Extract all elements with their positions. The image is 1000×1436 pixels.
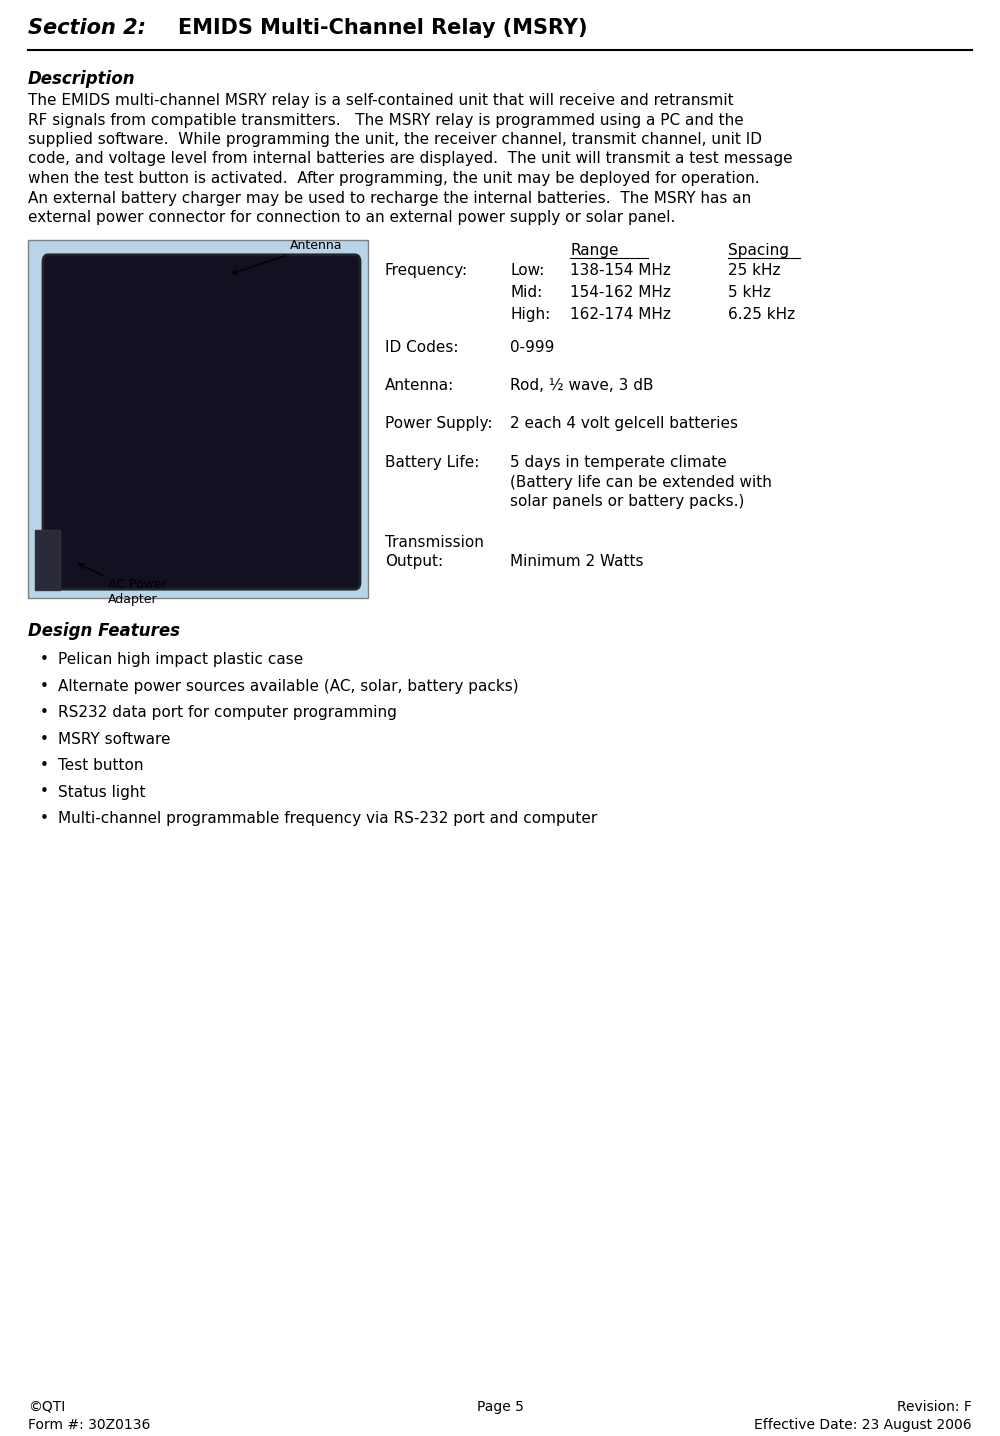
- Text: 25 kHz: 25 kHz: [728, 263, 780, 279]
- FancyBboxPatch shape: [43, 254, 360, 589]
- Text: •: •: [40, 784, 49, 800]
- Text: code, and voltage level from internal batteries are displayed.  The unit will tr: code, and voltage level from internal ba…: [28, 152, 793, 167]
- Text: Rod, ½ wave, 3 dB: Rod, ½ wave, 3 dB: [510, 378, 654, 393]
- Text: Description: Description: [28, 70, 136, 88]
- Text: Status light: Status light: [58, 784, 146, 800]
- Text: RS232 data port for computer programming: RS232 data port for computer programming: [58, 705, 397, 719]
- Text: AC Power
Adapter: AC Power Adapter: [79, 564, 167, 606]
- Text: Frequency:: Frequency:: [385, 263, 468, 279]
- Text: Antenna: Antenna: [232, 238, 342, 274]
- Text: 2 each 4 volt gelcell batteries: 2 each 4 volt gelcell batteries: [510, 416, 738, 431]
- Text: 138-154 MHz: 138-154 MHz: [570, 263, 671, 279]
- Text: •: •: [40, 758, 49, 773]
- Text: Alternate power sources available (AC, solar, battery packs): Alternate power sources available (AC, s…: [58, 678, 519, 694]
- Text: ID Codes:: ID Codes:: [385, 340, 458, 355]
- Text: 5 days in temperate climate: 5 days in temperate climate: [510, 455, 727, 470]
- Text: 154-162 MHz: 154-162 MHz: [570, 284, 671, 300]
- Text: Multi-channel programmable frequency via RS-232 port and computer: Multi-channel programmable frequency via…: [58, 811, 597, 826]
- Text: Spacing: Spacing: [728, 243, 789, 258]
- Text: external power connector for connection to an external power supply or solar pan: external power connector for connection …: [28, 210, 675, 225]
- Text: 0-999: 0-999: [510, 340, 554, 355]
- Text: •: •: [40, 652, 49, 666]
- Text: The EMIDS multi-channel MSRY relay is a self-contained unit that will receive an: The EMIDS multi-channel MSRY relay is a …: [28, 93, 734, 108]
- Text: •: •: [40, 811, 49, 826]
- Text: Output:: Output:: [385, 554, 443, 570]
- Text: Pelican high impact plastic case: Pelican high impact plastic case: [58, 652, 303, 666]
- FancyBboxPatch shape: [28, 240, 368, 597]
- Text: RF signals from compatible transmitters.   The MSRY relay is programmed using a : RF signals from compatible transmitters.…: [28, 112, 744, 128]
- Text: Antenna:: Antenna:: [385, 378, 454, 393]
- Text: Battery Life:: Battery Life:: [385, 455, 479, 470]
- Text: (Battery life can be extended with: (Battery life can be extended with: [510, 474, 772, 490]
- Text: supplied software.  While programming the unit, the receiver channel, transmit c: supplied software. While programming the…: [28, 132, 762, 146]
- Text: EMIDS Multi-Channel Relay (MSRY): EMIDS Multi-Channel Relay (MSRY): [178, 19, 588, 37]
- Text: Test button: Test button: [58, 758, 144, 773]
- Text: solar panels or battery packs.): solar panels or battery packs.): [510, 494, 744, 508]
- Text: Form #: 30Z0136: Form #: 30Z0136: [28, 1417, 150, 1432]
- Text: An external battery charger may be used to recharge the internal batteries.  The: An external battery charger may be used …: [28, 191, 751, 205]
- Text: MSRY software: MSRY software: [58, 731, 170, 747]
- Text: •: •: [40, 731, 49, 747]
- Text: Design Features: Design Features: [28, 622, 180, 640]
- Text: •: •: [40, 705, 49, 719]
- Text: Page 5: Page 5: [477, 1400, 523, 1414]
- Text: 5 kHz: 5 kHz: [728, 284, 771, 300]
- Text: Revision: F: Revision: F: [897, 1400, 972, 1414]
- Text: ©QTI: ©QTI: [28, 1400, 65, 1414]
- Text: Effective Date: 23 August 2006: Effective Date: 23 August 2006: [754, 1417, 972, 1432]
- Text: Transmission: Transmission: [385, 536, 484, 550]
- Text: High:: High:: [510, 307, 550, 322]
- Text: •: •: [40, 678, 49, 694]
- FancyBboxPatch shape: [35, 530, 60, 590]
- Text: Low:: Low:: [510, 263, 544, 279]
- Text: when the test button is activated.  After programming, the unit may be deployed : when the test button is activated. After…: [28, 171, 760, 187]
- Text: Section 2:: Section 2:: [28, 19, 146, 37]
- Text: Mid:: Mid:: [510, 284, 542, 300]
- Text: 6.25 kHz: 6.25 kHz: [728, 307, 795, 322]
- Text: Power Supply:: Power Supply:: [385, 416, 492, 431]
- Text: 162-174 MHz: 162-174 MHz: [570, 307, 671, 322]
- Text: Range: Range: [570, 243, 618, 258]
- Text: Minimum 2 Watts: Minimum 2 Watts: [510, 554, 644, 570]
